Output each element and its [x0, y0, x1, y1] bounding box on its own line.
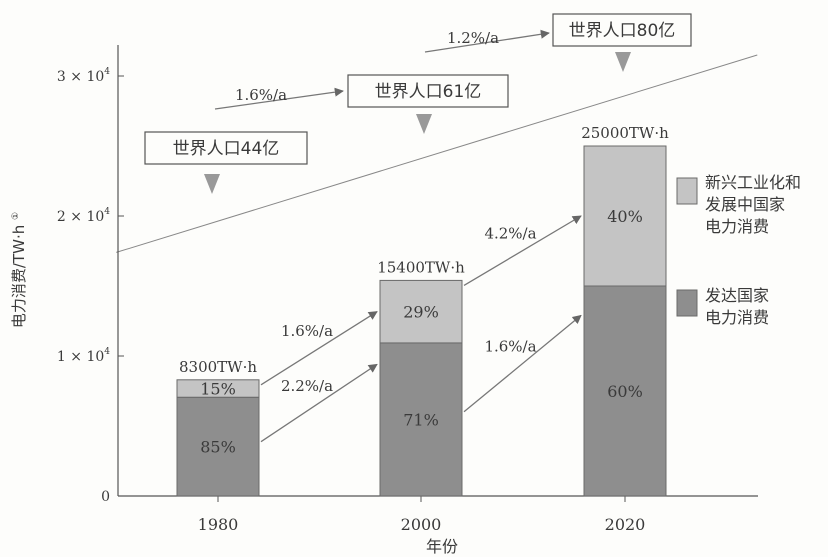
- y-tick-exponent-3: 4: [104, 67, 110, 77]
- population-box-label-0: 世界人口44亿: [173, 139, 280, 159]
- growth-arrow-0: [260, 311, 378, 386]
- bar-developed-2020: [583, 285, 667, 497]
- bar-emerging-2000: [379, 279, 463, 344]
- legend-swatch-1: [676, 289, 698, 317]
- legend-label-0-1: 发展中国家: [705, 195, 785, 214]
- population-growth-rate-0: 1.6%/a: [235, 86, 287, 104]
- percent-label-emerging-1980: 15%: [200, 380, 236, 399]
- y-tick-label-0: 0: [101, 489, 110, 505]
- total-label-2000: 15400TW·h: [377, 258, 465, 276]
- legend-label-1-0: 发达国家: [705, 286, 769, 305]
- bar-emerging-1980: [176, 379, 260, 398]
- percent-label-emerging-2020: 40%: [607, 207, 643, 226]
- y-tick-mantissa-2: 2 × 10: [57, 209, 104, 225]
- growth-arrow-1: [260, 363, 378, 443]
- growth-rate-label-3: 1.6%/a: [484, 338, 536, 356]
- y-axis-label: 电力消费/TW·h ①: [10, 212, 28, 328]
- growth-rate-label-1: 2.2%/a: [281, 377, 333, 395]
- population-box-label-2: 世界人口80亿: [569, 21, 676, 41]
- bars-layer: 85% 15% 8300TW·h 71% 29% 15400TW·h 60% 40% 25000…: [176, 124, 669, 497]
- population-growth-rate-1: 1.2%/a: [447, 29, 499, 47]
- bar-developed-2000: [379, 342, 463, 497]
- bar-developed-1980: [176, 396, 260, 497]
- y-tick-exponent-1: 4: [104, 347, 110, 357]
- y-tick-exponent-2: 4: [104, 207, 110, 217]
- annotations-layer: 1.6%/a 2.2%/a 4.2%/a 1.6%/a 世界人口44亿 世界人口61亿 世界…: [144, 13, 692, 443]
- population-pointer-0: [204, 174, 220, 194]
- y-tick-mantissa-3: 3 × 10: [57, 69, 104, 85]
- growth-arrow-2: [463, 215, 582, 286]
- x-tick-label-1: 2000: [401, 515, 442, 534]
- percent-label-developed-2020: 60%: [607, 382, 643, 401]
- percent-label-developed-2000: 71%: [403, 410, 439, 429]
- population-trend-line: [116, 54, 758, 253]
- y-axis-label-text: 电力消费/TW·h: [10, 225, 28, 328]
- x-axis-label: 年份: [426, 537, 458, 556]
- y-tick-label-2: 2 × 104: [57, 207, 110, 225]
- growth-rate-label-2: 4.2%/a: [484, 225, 536, 243]
- population-pointer-2: [615, 52, 631, 72]
- legend-label-0-0: 新兴工业化和: [705, 173, 801, 192]
- population-pointer-1: [416, 114, 432, 134]
- legend-label-0-2: 电力消费: [705, 217, 769, 236]
- bar-emerging-2020: [583, 145, 667, 287]
- population-box-label-1: 世界人口61亿: [375, 82, 482, 102]
- total-label-2020: 25000TW·h: [581, 124, 669, 142]
- population-box-0: [144, 131, 308, 165]
- x-tick-label-0: 1980: [198, 515, 239, 534]
- y-tick-label-3: 3 × 104: [57, 67, 110, 85]
- y-tick-label-1: 1 × 104: [57, 347, 110, 365]
- total-label-1980: 8300TW·h: [179, 358, 257, 376]
- population-trend-layer: [116, 54, 758, 253]
- population-box-2: [552, 13, 692, 47]
- population-growth-arrow-1: [424, 29, 550, 53]
- y-axis-label-footnote: ①: [11, 212, 21, 220]
- population-box-1: [347, 74, 509, 108]
- legend-label-1-1: 电力消费: [705, 308, 769, 327]
- growth-arrow-3: [463, 314, 582, 413]
- legend-swatch-0: [676, 177, 698, 205]
- percent-label-developed-1980: 85%: [200, 438, 236, 457]
- x-tick-label-2: 2020: [605, 515, 646, 534]
- population-growth-arrow-0: [214, 87, 344, 110]
- growth-rate-label-0: 1.6%/a: [281, 322, 333, 340]
- y-tick-mantissa-1: 1 × 10: [57, 349, 104, 365]
- percent-label-emerging-2000: 29%: [403, 303, 439, 322]
